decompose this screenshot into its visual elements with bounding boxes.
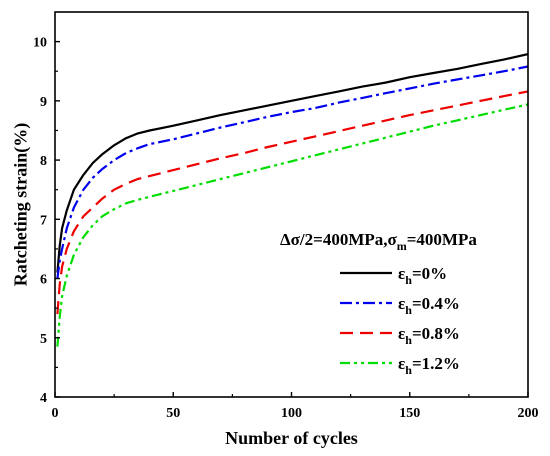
series-layer — [56, 53, 528, 347]
y-tick-label: 6 — [40, 273, 47, 288]
y-tick-label: 10 — [33, 36, 47, 51]
legend: Δσ/2=400MPa,σm=400MPa εh=0% εh=0.4% εh=0.8… — [280, 230, 477, 377]
y-tick-label: 8 — [40, 154, 47, 169]
legend-title-tail: =400MPa — [407, 230, 478, 249]
x-tick-label: 0 — [52, 406, 59, 421]
series-line-0 — [56, 53, 528, 273]
x-tick-label: 100 — [281, 406, 302, 421]
series-line-1 — [56, 65, 528, 279]
y-tick-label: 5 — [40, 332, 47, 347]
series-line-2 — [56, 90, 528, 315]
legend-title: Δσ/2=400MPa,σm=400MPa — [280, 230, 477, 253]
x-tick-label: 200 — [518, 406, 539, 421]
legend-label-2: εh=0.8% — [398, 324, 460, 347]
y-tick-label: 9 — [40, 95, 47, 110]
x-axis-title: Number of cycles — [225, 428, 358, 448]
legend-title-main: Δσ/2=400MPa,σ — [280, 230, 397, 249]
y-axis-ticks: 4 5 6 7 8 9 10 — [33, 36, 60, 406]
legend-label-1: εh=0.4% — [398, 294, 460, 317]
y-tick-label: 4 — [40, 391, 47, 406]
series-line-3 — [56, 103, 528, 347]
y-axis-title: Ratcheting strain(%) — [10, 123, 31, 286]
y-tick-label: 7 — [40, 213, 47, 228]
legend-label-0: εh=0% — [398, 264, 447, 287]
legend-title-sub: m — [397, 239, 407, 253]
legend-label-3: εh=1.2% — [398, 354, 460, 377]
x-axis-ticks: 0 50 100 150 200 — [52, 392, 539, 421]
x-tick-label: 50 — [166, 406, 180, 421]
x-tick-label: 150 — [399, 406, 420, 421]
